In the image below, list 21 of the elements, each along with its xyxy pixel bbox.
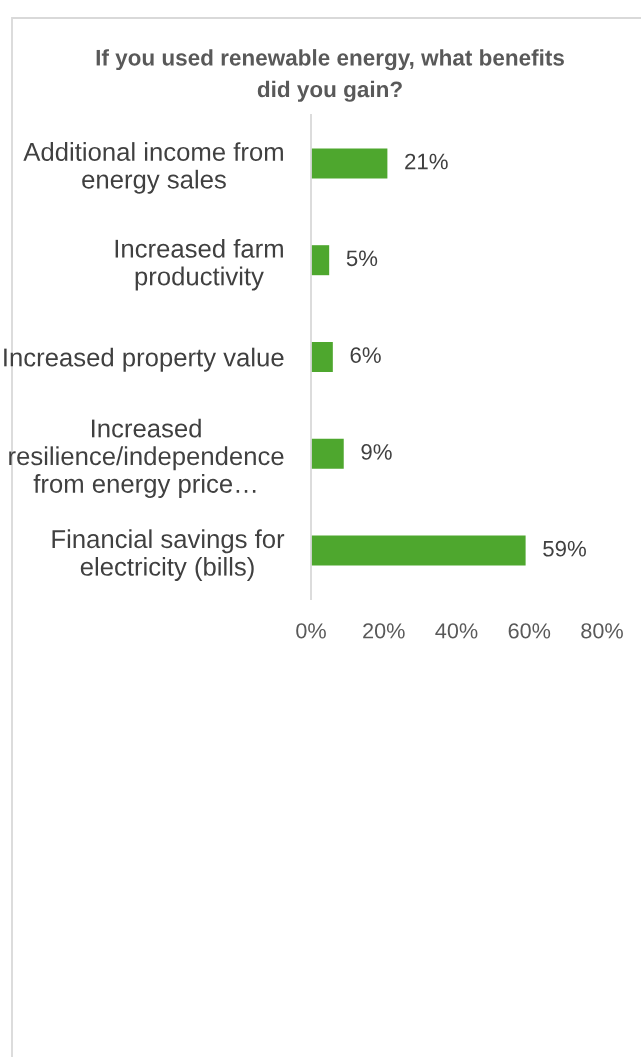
bar — [311, 342, 333, 372]
data-label: 9% — [361, 444, 392, 460]
x-tick-label: 20% — [363, 623, 405, 639]
chart-title: If you used renewable energy, what benefits did you gain? — [96, 49, 564, 102]
bar — [311, 535, 526, 566]
y-tick-label: Additional income from energy sales — [23, 142, 283, 194]
data-label: 21% — [405, 153, 448, 170]
x-tick-label: 80% — [581, 623, 623, 639]
bar — [311, 148, 388, 179]
data-label: 5% — [346, 250, 378, 267]
bar — [311, 245, 330, 276]
y-tick-label: Increased resilience/independence from energy price… — [9, 418, 284, 498]
data-label: 6% — [350, 347, 381, 363]
y-tick-label: Increased property value — [4, 347, 284, 372]
y-tick-label: Financial savings for electricity (bills) — [52, 529, 285, 581]
x-tick-label: 40% — [435, 623, 478, 639]
data-label: 59% — [543, 540, 586, 557]
x-tick-label: 60% — [508, 623, 551, 639]
x-tick-label: 0% — [296, 623, 326, 639]
bar — [311, 438, 344, 469]
y-tick-label: Increased farm productivity — [115, 238, 283, 291]
